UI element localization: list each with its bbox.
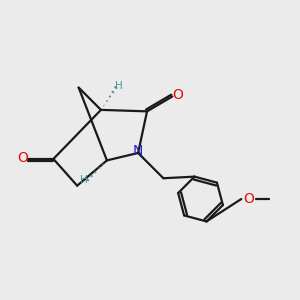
Text: O: O — [172, 88, 183, 102]
Text: O: O — [17, 151, 28, 165]
Text: H: H — [80, 175, 88, 185]
Text: N: N — [133, 144, 143, 158]
Text: H: H — [115, 81, 123, 92]
Text: O: O — [243, 192, 254, 206]
